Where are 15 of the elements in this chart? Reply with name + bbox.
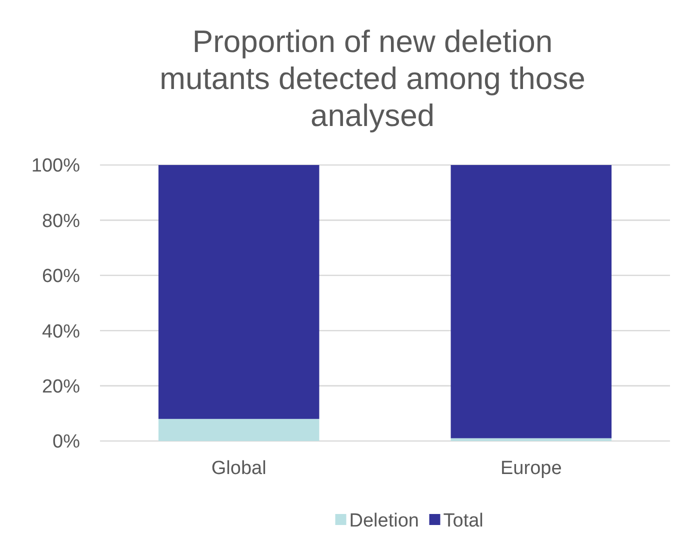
x-tick-label: Global	[211, 458, 266, 479]
y-tick-label: 80%	[42, 210, 80, 232]
bar	[158, 418, 320, 441]
bar	[450, 438, 612, 441]
legend-label: Total	[443, 510, 484, 532]
y-tick-label: 40%	[42, 321, 80, 342]
y-tick-label: 100%	[31, 156, 80, 177]
y-tick-label: 60%	[42, 266, 80, 288]
bar	[450, 165, 612, 438]
chart-title: Proportion of new deletion mutants detected among those analysed	[160, 24, 586, 133]
y-tick-label: 20%	[42, 376, 80, 398]
legend-label: Deletion	[349, 510, 419, 532]
y-tick-label: 0%	[52, 432, 80, 453]
bar	[158, 165, 320, 419]
x-tick-label: Europe	[500, 458, 562, 479]
